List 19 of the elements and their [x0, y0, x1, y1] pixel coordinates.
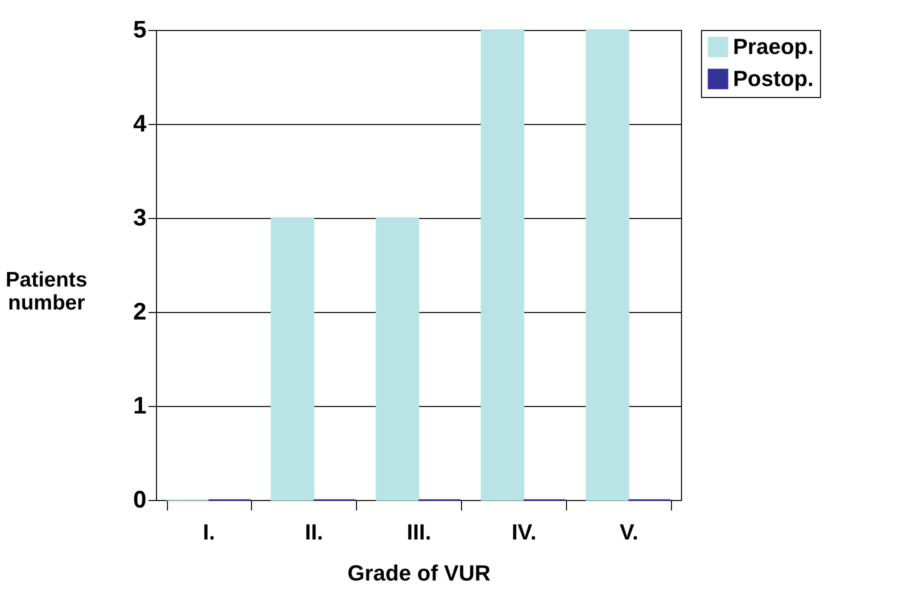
legend-label: Postop. — [733, 66, 814, 91]
y-axis-title: Patients number — [6, 268, 88, 314]
x-tick-label: IV. — [512, 520, 536, 544]
x-tick-label: II. — [304, 520, 324, 544]
x-tick-label: V. — [620, 520, 638, 544]
bar — [586, 29, 630, 501]
y-tick-label: 4 — [133, 110, 148, 138]
y-tick-label: 0 — [133, 486, 146, 514]
y-tick-label: 3 — [133, 204, 146, 232]
x-axis-title: Grade of VUR — [347, 560, 491, 586]
bar — [480, 29, 524, 501]
bar — [376, 217, 420, 501]
bar — [270, 217, 314, 501]
y-tick-label: 5 — [133, 16, 146, 44]
legend-label: Praeop. — [733, 34, 814, 59]
y-tick-label: 2 — [133, 298, 146, 326]
y-tick-label: 1 — [133, 392, 146, 420]
x-tick-label: III. — [406, 520, 432, 544]
x-tick-label: I. — [202, 520, 216, 544]
